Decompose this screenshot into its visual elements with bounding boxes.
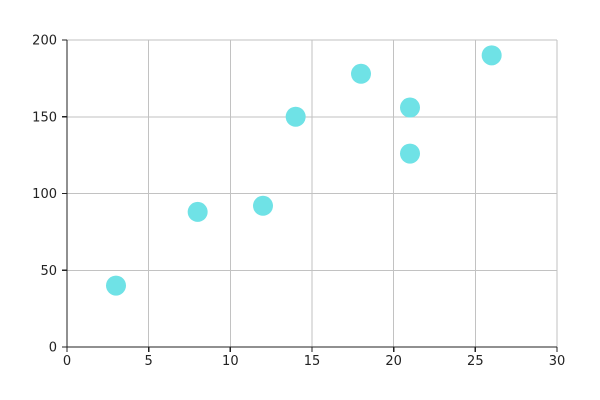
x-tick-label: 30 — [549, 354, 566, 369]
x-tick-label: 10 — [222, 354, 239, 369]
axes — [62, 39, 558, 352]
tick-labels: 0 5 10 15 20 25 30 0 50 100 150 200 — [32, 34, 565, 370]
data-point — [400, 143, 420, 164]
y-tick-label: 50 — [40, 264, 57, 279]
data-point — [400, 97, 420, 118]
x-tick-label: 5 — [145, 354, 153, 369]
x-tick-label: 0 — [63, 354, 71, 369]
y-tick-label: 100 — [32, 187, 57, 202]
data-point — [285, 106, 306, 127]
x-tick-label: 20 — [385, 354, 402, 369]
x-tick-label: 15 — [304, 354, 321, 369]
y-tick-label: 200 — [32, 34, 57, 49]
data-point — [351, 63, 371, 84]
data-point — [187, 201, 208, 222]
data-points — [106, 45, 502, 296]
grid — [67, 39, 558, 347]
data-point — [253, 195, 273, 216]
y-tick-label: 150 — [32, 110, 57, 125]
y-tick-label: 0 — [49, 341, 57, 356]
x-tick-label: 25 — [467, 354, 484, 369]
data-point — [481, 45, 502, 66]
data-point — [106, 275, 126, 296]
